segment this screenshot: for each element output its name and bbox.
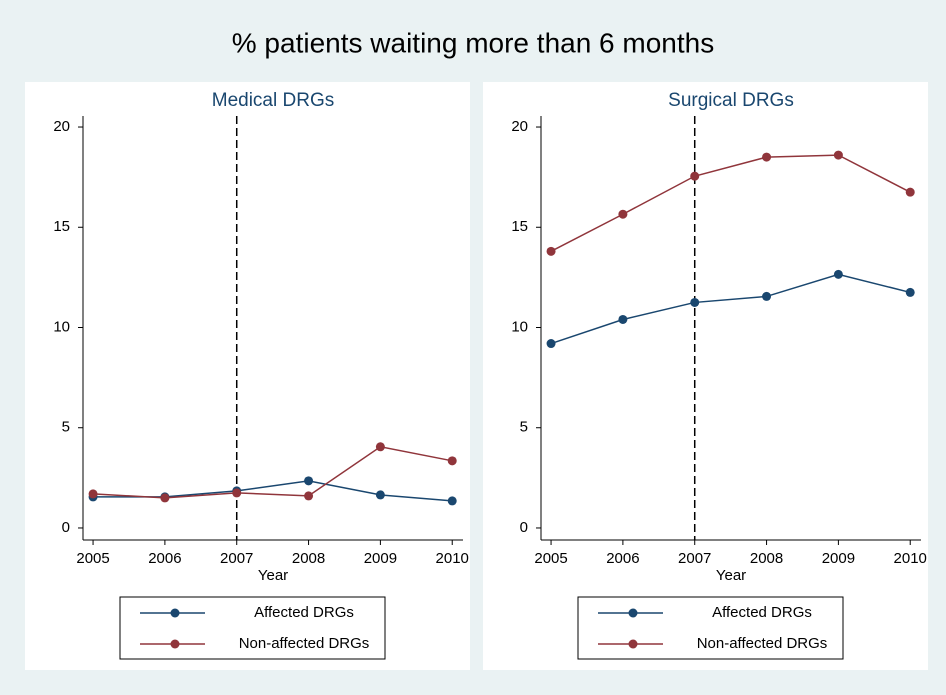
point (905, 287, 915, 297)
point (375, 490, 385, 500)
point (304, 491, 314, 501)
panel-title: Medical DRGs (212, 90, 334, 111)
point (618, 209, 628, 219)
panel-title: Surgical DRGs (668, 90, 794, 111)
series-line (550, 273, 911, 345)
point (833, 269, 843, 279)
legend-label: Non-affected DRGs (697, 635, 828, 652)
legend-box (119, 596, 386, 660)
y-tick-label: 20 (511, 118, 528, 135)
series-line (550, 154, 911, 252)
y-tick-label: 10 (511, 318, 528, 335)
point (447, 456, 457, 466)
x-tick-label: 2007 (220, 550, 253, 567)
x-tick-label: 2005 (534, 550, 567, 567)
point (546, 339, 556, 349)
point (375, 442, 385, 452)
legend-marker (628, 639, 638, 649)
legend-marker (170, 608, 180, 618)
legend-marker (170, 639, 180, 649)
y-tick-label: 20 (53, 118, 70, 135)
x-tick-label: 2010 (436, 550, 469, 567)
legend-box (577, 596, 844, 660)
y-tick-label: 0 (520, 519, 528, 536)
y-tick-label: 15 (53, 218, 70, 235)
legend-marker (628, 608, 638, 618)
x-tick-label: 2009 (822, 550, 855, 567)
x-tick-label: 2008 (750, 550, 783, 567)
point (762, 291, 772, 301)
legend-label: Non-affected DRGs (239, 635, 370, 652)
y-tick-label: 10 (53, 318, 70, 335)
point (546, 246, 556, 256)
point (690, 171, 700, 181)
point (232, 488, 242, 498)
x-tick-label: 2010 (894, 550, 927, 567)
x-tick-label: 2006 (148, 550, 181, 567)
legend-label: Affected DRGs (254, 604, 354, 621)
panel-background (483, 82, 928, 670)
x-axis-label: Year (716, 567, 746, 584)
x-tick-label: 2005 (76, 550, 109, 567)
y-tick-label: 0 (62, 519, 70, 536)
point (833, 150, 843, 160)
chart-title: % patients waiting more than 6 months (232, 27, 714, 58)
point (762, 152, 772, 162)
x-axis-label: Year (258, 567, 288, 584)
legend-label: Affected DRGs (712, 604, 812, 621)
series-line (93, 445, 453, 499)
x-tick-label: 2006 (606, 550, 639, 567)
point (88, 489, 98, 499)
point (905, 187, 915, 197)
point (160, 493, 170, 503)
x-tick-label: 2007 (678, 550, 711, 567)
point (304, 476, 314, 486)
y-tick-label: 5 (62, 419, 70, 436)
y-tick-label: 5 (520, 419, 528, 436)
y-tick-label: 15 (511, 218, 528, 235)
point (618, 314, 628, 324)
point (447, 496, 457, 506)
x-tick-label: 2009 (364, 550, 397, 567)
x-tick-label: 2008 (292, 550, 325, 567)
point (690, 297, 700, 307)
panel-background (25, 82, 470, 670)
